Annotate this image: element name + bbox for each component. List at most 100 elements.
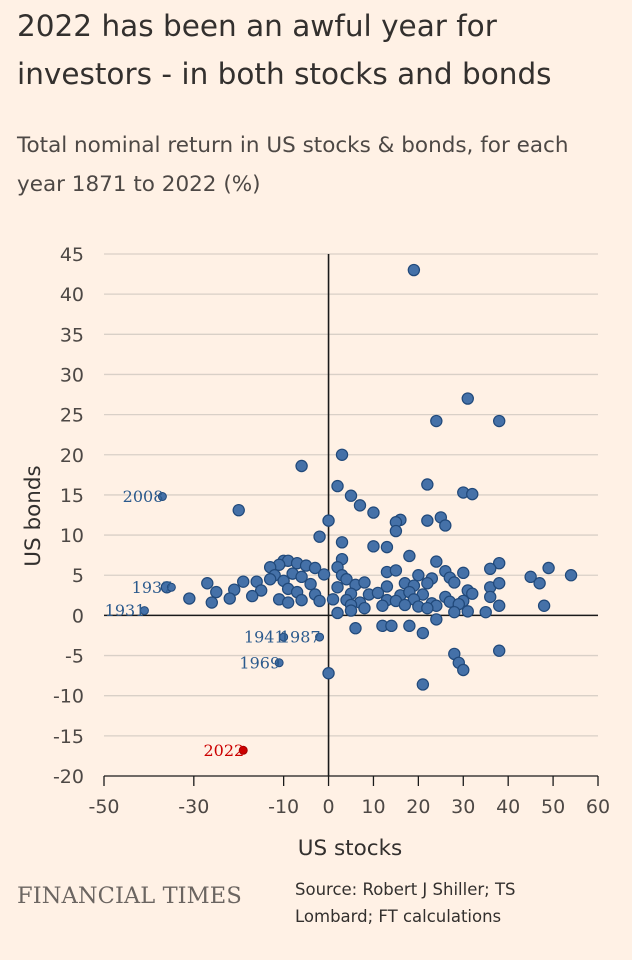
annotated-point-1931 bbox=[139, 606, 149, 616]
y-tick-label: 20 bbox=[60, 445, 84, 467]
data-point bbox=[367, 506, 380, 519]
annotation-1931: 1931 bbox=[105, 601, 146, 620]
data-point bbox=[389, 524, 403, 538]
y-tick-label: 0 bbox=[72, 605, 84, 627]
y-tick-label: 10 bbox=[60, 525, 84, 547]
chart-subtitle: Total nominal return in US stocks & bond… bbox=[17, 133, 569, 197]
data-point bbox=[295, 459, 308, 473]
data-point bbox=[439, 519, 452, 532]
data-point bbox=[367, 540, 380, 553]
data-point bbox=[430, 613, 443, 626]
y-tick-label: 25 bbox=[60, 405, 84, 427]
source-note: Source: Robert J Shiller; TS Lombard; FT… bbox=[295, 880, 516, 926]
y-tick-label: 45 bbox=[60, 244, 84, 266]
data-point bbox=[223, 592, 236, 605]
y-tick-label: 15 bbox=[60, 485, 84, 507]
x-tick-label: 30 bbox=[451, 796, 475, 818]
data-point bbox=[385, 619, 398, 633]
data-point bbox=[466, 587, 479, 600]
annotated-point-1941 bbox=[279, 632, 289, 642]
y-tick-labels: 45 40 35 30 25 20 15 10 5 0 -5 -10 -15 -20 bbox=[53, 244, 84, 788]
data-point bbox=[493, 556, 506, 570]
data-point bbox=[331, 581, 344, 594]
data-point bbox=[183, 592, 196, 605]
x-tick-label: 0 bbox=[322, 796, 334, 818]
data-point bbox=[295, 570, 308, 584]
data-point bbox=[358, 576, 371, 589]
data-point bbox=[340, 573, 353, 586]
data-point bbox=[322, 514, 335, 527]
data-point bbox=[344, 604, 358, 617]
data-point bbox=[380, 540, 394, 554]
annotation-2022: 2022 bbox=[203, 741, 244, 760]
data-point bbox=[335, 448, 349, 461]
annotated-point-1987 bbox=[315, 632, 325, 642]
chart-title: 2022 has been an awful year for investor… bbox=[17, 9, 552, 91]
data-point bbox=[484, 590, 497, 604]
x-axis: -50 -30 -10 0 10 20 30 40 50 60 bbox=[88, 775, 610, 818]
data-point bbox=[313, 530, 326, 543]
data-point bbox=[421, 601, 434, 615]
data-point bbox=[493, 414, 506, 428]
data-point bbox=[421, 478, 434, 491]
y-tick-label: -10 bbox=[53, 686, 84, 708]
data-point bbox=[466, 487, 479, 501]
data-point bbox=[484, 562, 497, 576]
data-point bbox=[371, 586, 385, 600]
data-point bbox=[457, 663, 470, 677]
data-point bbox=[331, 479, 344, 493]
annotated-point-2008 bbox=[157, 492, 167, 502]
data-point bbox=[533, 577, 546, 590]
data-point bbox=[479, 605, 492, 619]
data-point bbox=[564, 569, 578, 582]
data-point bbox=[403, 619, 416, 633]
annotation-1941: 1941 bbox=[244, 628, 285, 647]
data-point bbox=[461, 605, 474, 618]
data-point bbox=[201, 577, 214, 590]
y-axis-title: US bonds bbox=[21, 465, 46, 567]
data-point bbox=[232, 503, 245, 517]
data-point bbox=[461, 392, 474, 405]
data-point bbox=[524, 570, 537, 584]
y-tick-label: -5 bbox=[65, 646, 84, 668]
data-point bbox=[322, 667, 335, 680]
y-tick-label: 5 bbox=[72, 565, 84, 587]
data-point bbox=[430, 414, 443, 428]
y-tick-label: -20 bbox=[53, 766, 84, 788]
x-axis-title: US stocks bbox=[298, 836, 402, 860]
data-point bbox=[245, 589, 259, 603]
data-point bbox=[448, 576, 461, 589]
annotation-1987: 1987 bbox=[280, 628, 321, 647]
data-point bbox=[430, 555, 443, 568]
x-tick-label: 40 bbox=[496, 796, 520, 818]
data-point bbox=[457, 566, 470, 580]
data-point bbox=[416, 678, 430, 691]
annotated-point-1969 bbox=[274, 658, 284, 668]
data-point bbox=[421, 514, 434, 527]
data-point bbox=[358, 601, 371, 615]
data-point bbox=[313, 594, 326, 608]
data-point bbox=[376, 599, 389, 612]
data-point bbox=[210, 585, 223, 599]
data-point bbox=[407, 263, 421, 277]
highlight-point-2022 bbox=[238, 745, 248, 755]
data-point bbox=[421, 577, 434, 590]
x-tick-label: 20 bbox=[406, 796, 430, 818]
data-point bbox=[205, 596, 218, 609]
annotation-1969: 1969 bbox=[239, 653, 280, 672]
y-tick-label: 30 bbox=[60, 364, 84, 386]
data-point bbox=[493, 644, 506, 657]
x-tick-label: -30 bbox=[178, 796, 209, 818]
ft-logo: FINANCIAL TIMES bbox=[17, 883, 242, 909]
annotation-2008: 2008 bbox=[123, 487, 164, 506]
y-tick-label: 35 bbox=[60, 324, 84, 346]
data-points bbox=[160, 263, 578, 691]
data-point bbox=[349, 622, 362, 635]
data-point bbox=[389, 564, 403, 577]
y-tick-label: 40 bbox=[60, 284, 84, 306]
data-point bbox=[281, 596, 295, 609]
data-point bbox=[335, 536, 349, 549]
data-point bbox=[412, 569, 425, 582]
zero-lines bbox=[104, 254, 598, 776]
